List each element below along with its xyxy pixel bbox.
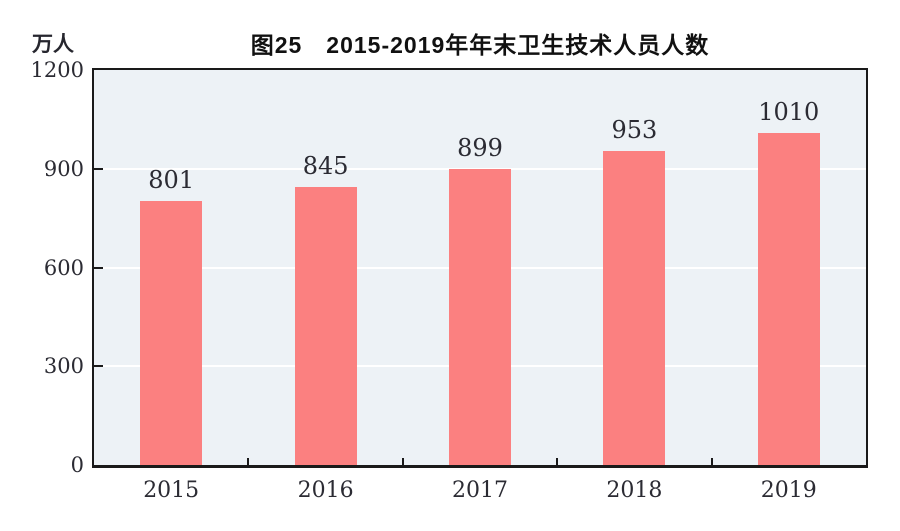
- y-axis-tick-label: 600: [43, 255, 84, 280]
- bar-value-label: 801: [148, 166, 195, 195]
- x-axis-category-label: 2015: [143, 478, 200, 503]
- x-axis-category-label: 2019: [760, 478, 817, 503]
- y-axis-tick-label: 300: [43, 354, 84, 379]
- bar: [140, 201, 203, 465]
- bar-value-label: 1010: [758, 97, 820, 126]
- y-axis-tick-label: 0: [70, 453, 84, 477]
- y-axis-tick-label: 1200: [30, 58, 84, 82]
- chart-title: 图25 2015-2019年年末卫生技术人员人数: [250, 32, 710, 58]
- bar-value-label: 953: [611, 116, 658, 145]
- x-axis-category-label: 2017: [452, 478, 508, 503]
- x-axis-tick: [247, 458, 250, 465]
- y-axis-tick: [94, 266, 103, 269]
- x-axis-tick: [556, 458, 559, 465]
- y-axis-unit-label: 万人: [32, 33, 74, 56]
- y-axis-tick: [94, 167, 103, 170]
- bar: [603, 151, 666, 465]
- plot-area: 801 845 899 953 1010: [92, 68, 868, 468]
- x-axis-category-label: 2016: [297, 478, 354, 503]
- bar: [294, 186, 357, 465]
- x-axis-tick: [710, 458, 713, 465]
- y-axis-tick: [94, 365, 103, 368]
- bar-value-label: 899: [457, 134, 503, 163]
- bar: [757, 132, 820, 465]
- x-axis-tick: [401, 458, 404, 465]
- y-axis-tick-label: 900: [43, 156, 84, 181]
- x-axis-category-label: 2018: [606, 478, 663, 503]
- bar-value-label: 845: [302, 151, 349, 180]
- gridline: [94, 167, 866, 170]
- bar: [449, 169, 511, 465]
